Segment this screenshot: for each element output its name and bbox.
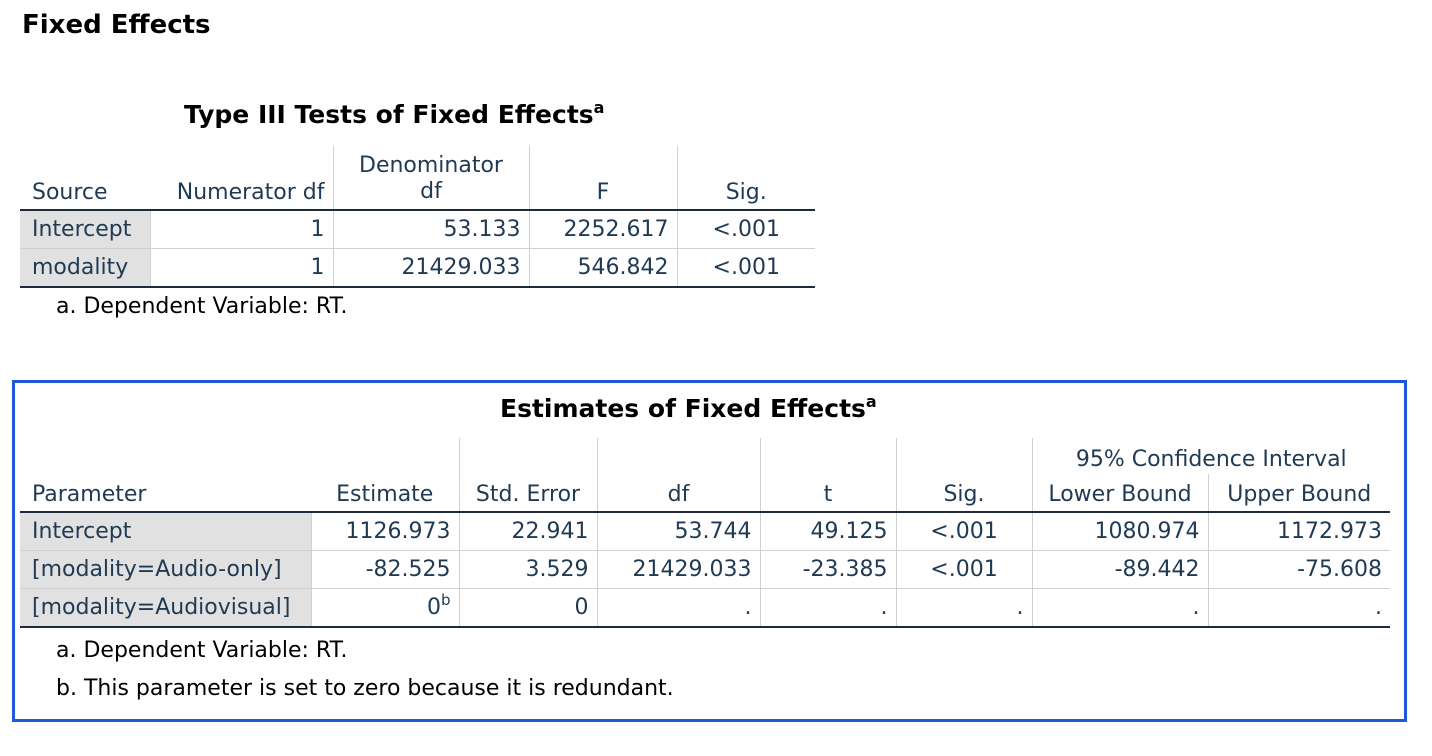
row-label-intercept: Intercept <box>20 512 311 551</box>
cell: 1080.974 <box>1031 512 1208 551</box>
col-estimate: Estimate <box>311 438 459 513</box>
row-label-modality: modality <box>20 248 150 288</box>
row-label-intercept: Intercept <box>20 210 150 249</box>
table-row: modality 1 21429.033 546.842 <.001 <box>20 248 815 288</box>
type3-title-text: Type III Tests of Fixed Effects <box>184 100 594 129</box>
table-row: [modality=Audiovisual] 0b 0 . . . . . <box>20 588 1390 628</box>
cell: -82.525 <box>310 550 459 589</box>
cell: . <box>759 588 896 628</box>
output-heading: Fixed Effects <box>22 10 211 40</box>
cell: . <box>1207 588 1390 628</box>
cell: 53.744 <box>596 512 760 551</box>
cell: 53.133 <box>332 210 529 249</box>
table-row: [modality=Audio-only] -82.525 3.529 2142… <box>20 550 1390 589</box>
type3-tests-table[interactable]: Source Numerator df Denominator df F Sig… <box>20 146 815 288</box>
col-f: F <box>528 146 677 211</box>
cell: 1172.973 <box>1207 512 1390 551</box>
estimate-footnote-mark: b <box>440 591 451 609</box>
cell: <.001 <box>676 210 815 249</box>
col-denominator-df-label: df <box>420 179 442 204</box>
estimates-title: Estimates of Fixed Effectsa <box>500 392 877 423</box>
cell: 2252.617 <box>528 210 677 249</box>
col-lower-bound: Lower Bound <box>1031 474 1208 513</box>
col-numerator-df: Numerator df <box>150 146 333 211</box>
cell: 0 <box>458 588 597 628</box>
col-upper-bound: Upper Bound <box>1207 474 1390 513</box>
col-sig: Sig. <box>676 146 815 211</box>
row-label-audio-only: [modality=Audio-only] <box>20 550 311 589</box>
cell: -75.608 <box>1207 550 1390 589</box>
cell-value: 0 <box>426 595 441 620</box>
col-std-error: Std. Error <box>458 438 597 513</box>
col-df: df <box>596 438 760 513</box>
row-label-audiovisual: [modality=Audiovisual] <box>20 588 311 628</box>
type3-footnote-a: a. Dependent Variable: RT. <box>56 294 348 319</box>
estimates-table[interactable]: Parameter Estimate Std. Error df t Sig. … <box>20 438 1390 628</box>
col-parameter: Parameter <box>20 438 311 513</box>
estimates-title-text: Estimates of Fixed Effects <box>500 394 866 423</box>
estimates-footnote-b: b. This parameter is set to zero because… <box>56 676 674 701</box>
cell: 0b <box>310 588 459 628</box>
cell: -23.385 <box>759 550 896 589</box>
selected-table-outline[interactable] <box>12 380 1407 722</box>
cell: -89.442 <box>1031 550 1208 589</box>
estimates-title-footnote-mark: a <box>865 392 877 411</box>
col-group-confidence-interval: 95% Confidence Interval <box>1031 438 1390 474</box>
col-source: Source <box>20 146 150 211</box>
table-row: Intercept 1126.973 22.941 53.744 49.125 … <box>20 512 1390 551</box>
cell: 49.125 <box>759 512 896 551</box>
cell: 21429.033 <box>332 248 529 288</box>
cell: <.001 <box>895 550 1032 589</box>
cell: <.001 <box>676 248 815 288</box>
col-denominator-label: Denominator <box>359 153 503 178</box>
cell: . <box>1031 588 1208 628</box>
col-t: t <box>759 438 896 513</box>
estimates-footnote-a: a. Dependent Variable: RT. <box>56 638 348 663</box>
cell: <.001 <box>895 512 1032 551</box>
col-denominator-df: Denominator df <box>332 146 529 211</box>
cell: 1126.973 <box>310 512 459 551</box>
col-sig: Sig. <box>895 438 1032 513</box>
table-row: Intercept 1 53.133 2252.617 <.001 <box>20 210 815 249</box>
type3-title: Type III Tests of Fixed Effectsa <box>184 98 605 129</box>
cell: . <box>596 588 760 628</box>
type3-title-footnote-mark: a <box>593 98 605 117</box>
cell: 3.529 <box>458 550 597 589</box>
cell: 546.842 <box>528 248 677 288</box>
cell: 1 <box>149 210 333 249</box>
cell: . <box>895 588 1032 628</box>
cell: 22.941 <box>458 512 597 551</box>
cell: 21429.033 <box>596 550 760 589</box>
cell: 1 <box>149 248 333 288</box>
